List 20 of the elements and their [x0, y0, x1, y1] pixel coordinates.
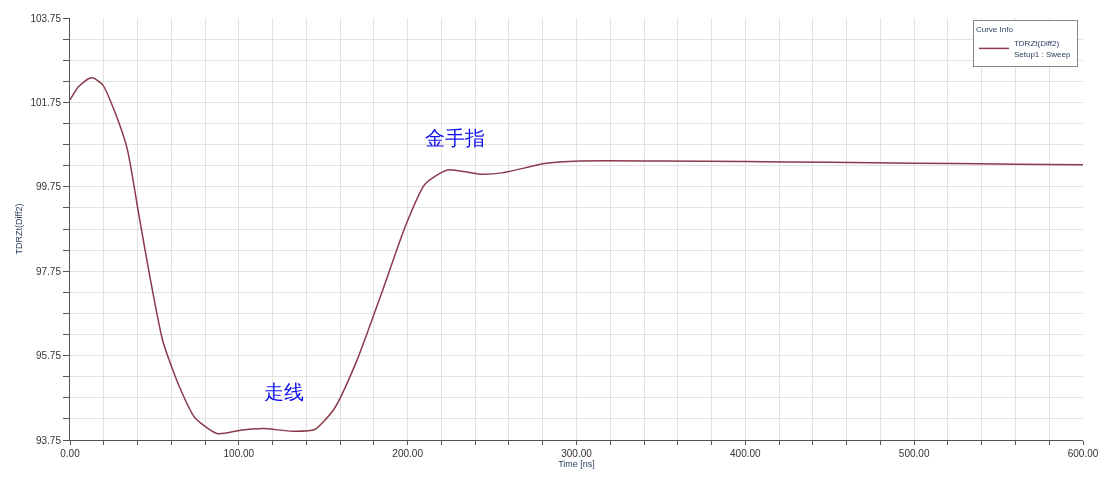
y-axis-title: TDRZt(Diff2) — [13, 203, 24, 255]
x-tick-label: 100.00 — [223, 448, 255, 459]
legend-title: Curve Info — [975, 24, 1014, 34]
x-tick-label: 600.00 — [1067, 448, 1099, 459]
x-tick-label: 400.00 — [730, 448, 762, 459]
legend-label: TDRZt(Diff2) Setup1 : Sweep — [1013, 39, 1071, 59]
x-tick-label: 0.00 — [60, 448, 81, 459]
annotation: 金手指 — [425, 126, 485, 150]
x-tick-label: 500.00 — [898, 448, 930, 459]
annotation: 走线 — [264, 380, 304, 404]
y-tick-label: 103.75 — [30, 12, 62, 24]
x-tick-label: 200.00 — [392, 448, 424, 459]
x-tick-label: 300.00 — [561, 448, 593, 459]
y-tick-label: 97.75 — [35, 265, 62, 277]
line-series — [70, 77, 1083, 435]
y-tick-label: 95.75 — [35, 350, 62, 362]
y-tick-label: 101.75 — [30, 96, 62, 108]
y-tick-label: 99.75 — [35, 181, 62, 193]
x-axis-title: Time [ns] — [558, 459, 595, 469]
y-tick-label: 93.75 — [35, 434, 62, 446]
